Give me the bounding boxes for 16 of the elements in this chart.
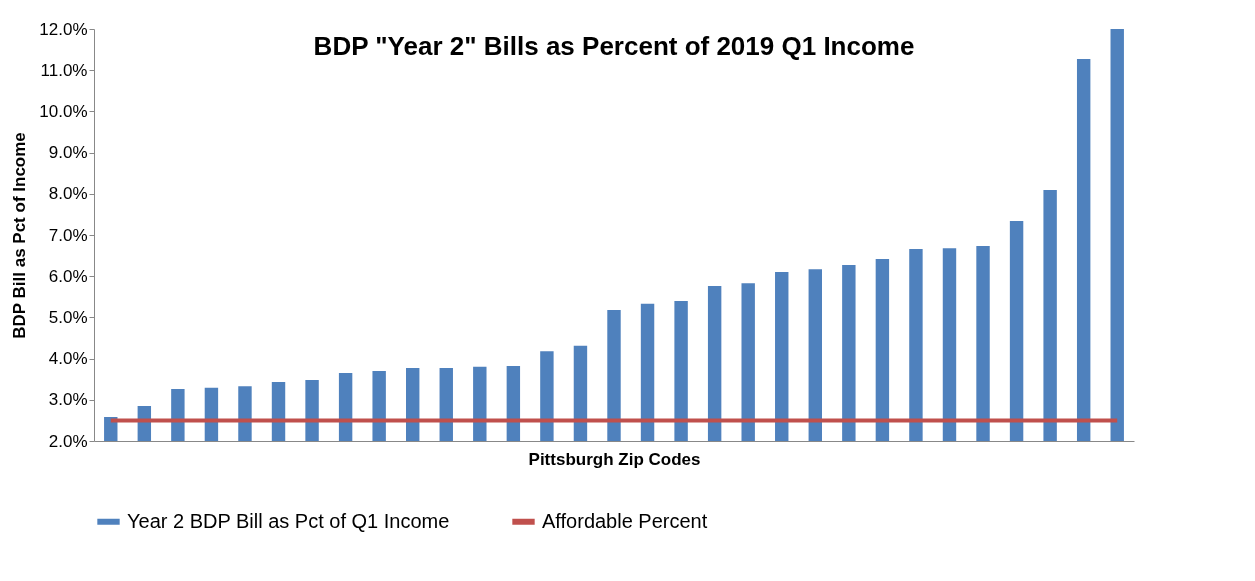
y-tick-label: 11.0%: [40, 60, 88, 80]
y-tick-label: 8.0%: [48, 184, 88, 204]
y-tick-label: 12.0%: [39, 19, 88, 39]
x-axis-title: Pittsburgh Zip Codes: [528, 449, 701, 469]
y-axis-title: BDP Bill as Pct of Income: [10, 132, 30, 339]
legend-label: Year 2 BDP Bill as Pct of Q1 Income: [127, 509, 450, 532]
y-tick-label: 2.0%: [48, 431, 88, 451]
y-tick-label: 7.0%: [48, 225, 88, 245]
y-tick-label: 4.0%: [48, 349, 88, 369]
chart-title: BDP "Year 2" Bills as Percent of 2019 Q1 Income: [313, 31, 915, 61]
y-tick-label: 9.0%: [48, 143, 88, 163]
y-tick-label: 5.0%: [48, 307, 88, 327]
y-tick-label: 6.0%: [48, 266, 88, 286]
legend-label: Affordable Percent: [542, 509, 708, 532]
y-tick-label: 3.0%: [48, 390, 88, 410]
y-tick-label: 10.0%: [39, 101, 88, 121]
